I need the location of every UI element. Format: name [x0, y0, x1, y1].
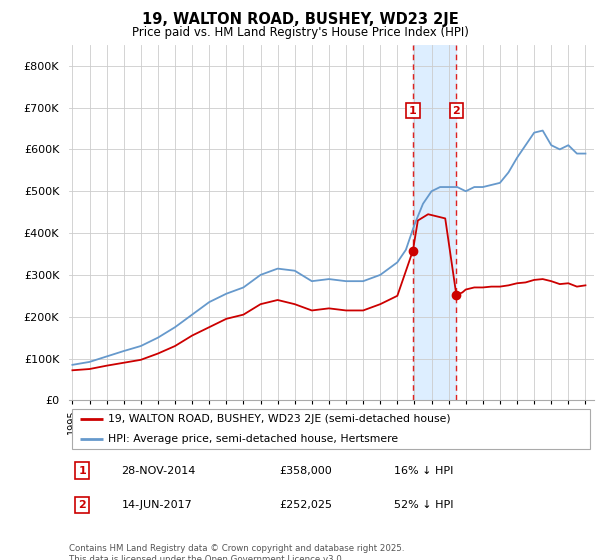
Text: £252,025: £252,025 [279, 500, 332, 510]
Text: 28-NOV-2014: 28-NOV-2014 [121, 465, 196, 475]
Bar [413, 45, 457, 400]
Text: 1: 1 [409, 106, 417, 115]
Text: 19, WALTON ROAD, BUSHEY, WD23 2JE: 19, WALTON ROAD, BUSHEY, WD23 2JE [142, 12, 458, 27]
Text: 2: 2 [78, 500, 86, 510]
FancyBboxPatch shape [71, 409, 590, 449]
Text: 2: 2 [452, 106, 460, 115]
Text: Price paid vs. HM Land Registry's House Price Index (HPI): Price paid vs. HM Land Registry's House … [131, 26, 469, 39]
Text: 16% ↓ HPI: 16% ↓ HPI [395, 465, 454, 475]
Text: £358,000: £358,000 [279, 465, 332, 475]
Text: Contains HM Land Registry data © Crown copyright and database right 2025.
This d: Contains HM Land Registry data © Crown c… [69, 544, 404, 560]
Text: 14-JUN-2017: 14-JUN-2017 [121, 500, 192, 510]
Text: 52% ↓ HPI: 52% ↓ HPI [395, 500, 454, 510]
Text: 1: 1 [78, 465, 86, 475]
Text: HPI: Average price, semi-detached house, Hertsmere: HPI: Average price, semi-detached house,… [109, 433, 398, 444]
Text: 19, WALTON ROAD, BUSHEY, WD23 2JE (semi-detached house): 19, WALTON ROAD, BUSHEY, WD23 2JE (semi-… [109, 414, 451, 424]
